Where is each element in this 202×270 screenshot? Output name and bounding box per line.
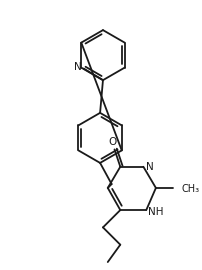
Text: O: O	[108, 137, 117, 147]
Text: CH₃: CH₃	[182, 184, 200, 194]
Text: NH: NH	[148, 207, 164, 217]
Text: N: N	[74, 62, 82, 72]
Text: N: N	[146, 162, 154, 172]
